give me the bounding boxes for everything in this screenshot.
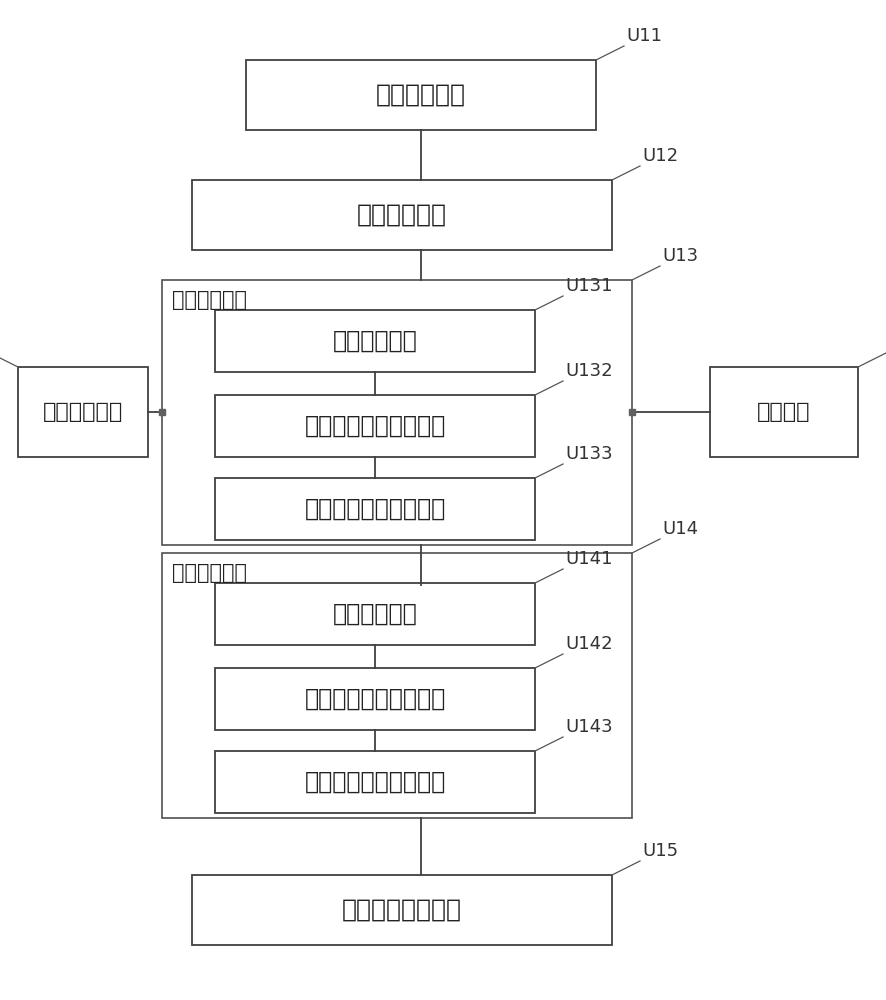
Bar [215, 395, 535, 457]
Text: U143: U143 [565, 718, 612, 736]
Text: U142: U142 [565, 635, 612, 653]
Bar [215, 668, 535, 730]
Bar [246, 60, 596, 130]
Bar [215, 583, 535, 645]
Bar [192, 180, 612, 250]
Bar [710, 367, 858, 457]
Bar [162, 553, 632, 818]
Text: U15: U15 [642, 842, 678, 860]
Text: 第一划分单元: 第一划分单元 [332, 329, 417, 353]
Text: 第二区域剂量确定单元: 第二区域剂量确定单元 [305, 770, 446, 794]
Text: 区域确定单元: 区域确定单元 [357, 203, 447, 227]
Bar [162, 280, 632, 545]
Bar [215, 310, 535, 372]
Text: 第一栋元剂量确定单元: 第一栋元剂量确定单元 [305, 414, 446, 438]
Text: 粒子分裂单元: 粒子分裂单元 [43, 402, 123, 422]
Text: U132: U132 [565, 362, 612, 380]
Bar [215, 478, 535, 540]
Text: U13: U13 [662, 247, 698, 265]
Text: 第二栋元剂量确定单元: 第二栋元剂量确定单元 [305, 687, 446, 711]
Bar [18, 367, 148, 457]
Text: U14: U14 [662, 520, 698, 538]
Text: U11: U11 [626, 27, 662, 45]
Text: U141: U141 [565, 550, 612, 568]
Text: 第一区域剂量确定单元: 第一区域剂量确定单元 [305, 497, 446, 521]
Text: 第二划分单元: 第二划分单元 [332, 602, 417, 626]
Text: U133: U133 [565, 445, 612, 463]
Text: U131: U131 [565, 277, 612, 295]
Text: 第一获取单元: 第一获取单元 [172, 290, 247, 310]
Text: 剂量分布确定单元: 剂量分布确定单元 [342, 898, 462, 922]
Text: 第二获取单元: 第二获取单元 [172, 563, 247, 583]
Text: 判决单元: 判决单元 [758, 402, 811, 422]
Bar [192, 875, 612, 945]
Bar [215, 751, 535, 813]
Text: 模型建立单元: 模型建立单元 [376, 83, 466, 107]
Text: U12: U12 [642, 147, 678, 165]
